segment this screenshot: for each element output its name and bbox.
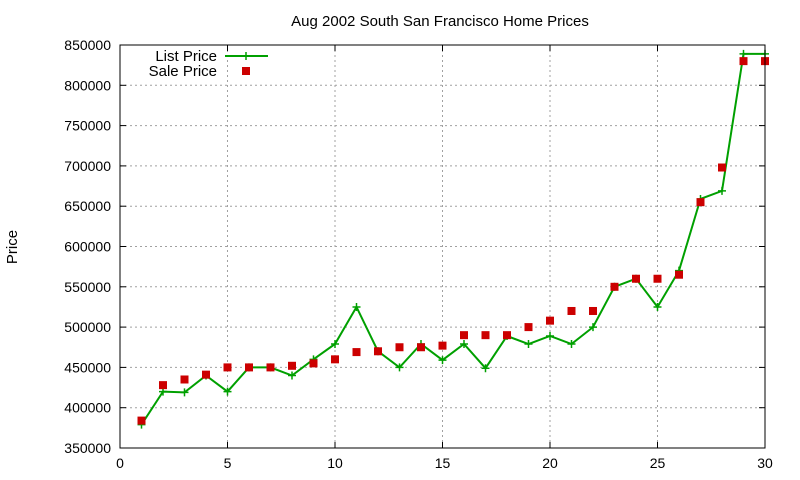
list-price-point [481,364,490,373]
x-tick-label: 25 [650,455,666,471]
y-tick-label: 800000 [64,77,111,93]
sale-price-point [245,363,253,372]
sale-price-point [352,348,361,357]
list-price-point [288,371,296,380]
x-tick-label: 20 [542,455,558,471]
sale-price-point [460,331,468,340]
list-price-point [352,302,361,311]
plot-frame [119,44,766,449]
list-price-point [546,331,554,340]
list-price-point [180,388,189,397]
sale-price-point [503,331,511,340]
list-price-point [567,340,576,349]
y-tick-label: 450000 [64,359,111,375]
sale-price-point [589,306,597,315]
list-price-point [739,49,748,58]
list-price-point [524,340,533,349]
list-price-point [718,186,726,195]
sale-price-point [137,416,146,425]
sale-price-point [610,282,619,291]
axis-ticks: 0 5 10 15 20 25 30 350000 400000 450000 500000 5500… [64,37,773,471]
y-tick-label: 750000 [64,118,111,134]
list-price-point [223,387,232,396]
y-axis-label: Price [4,230,21,264]
sale-price-point [202,370,210,379]
y-tick-label: 600000 [64,239,111,255]
sale-price-point [374,347,382,356]
y-tick-label: 650000 [64,198,111,214]
y-tick-label: 500000 [64,319,111,335]
sale-price-point [395,343,404,352]
list-price-point [653,302,662,311]
sale-price-point [331,355,339,364]
y-tick-label: 700000 [64,158,111,174]
sale-price-point [524,323,533,332]
y-tick-label: 350000 [64,440,111,456]
list-price-point [589,323,597,332]
sale-price-point [159,381,167,390]
sale-price-point [481,331,490,340]
sale-price-point [696,198,705,207]
sale-price-point [546,316,554,325]
legend-marker-list-price [242,52,250,60]
list-price-point [331,340,339,349]
sale-price-point [266,363,275,372]
list-price-point [438,356,447,365]
list-price-point [460,340,468,349]
sale-price-point [309,359,318,368]
grid-lines [120,45,765,448]
sale-price-point [180,375,189,384]
sale-price-point [653,274,662,283]
data-series [137,49,769,429]
sale-price-point [718,163,726,172]
legend: List Price Sale Price [149,48,268,80]
sale-price-point [417,343,425,352]
y-tick-label: 550000 [64,279,111,295]
sale-price-point [567,306,576,315]
sale-price-point [739,57,748,66]
sale-price-point [438,341,447,350]
y-tick-label: 850000 [64,37,111,53]
legend-label-sale-price: Sale Price [149,63,217,80]
y-tick-label: 400000 [64,400,111,416]
sale-price-point [675,270,683,279]
list-price-line [140,52,765,426]
sale-price-point [632,274,640,283]
sale-price-point [223,363,232,372]
legend-marker-sale-price [242,67,250,75]
legend-label-list-price: List Price [155,48,217,65]
x-tick-label: 5 [224,455,232,471]
sale-price-point [288,361,296,370]
x-tick-label: 0 [116,455,124,471]
x-tick-label: 10 [327,455,343,471]
list-price-point [395,363,404,372]
x-tick-label: 30 [757,455,773,471]
chart-title: Aug 2002 South San Francisco Home Prices [291,13,589,30]
x-tick-label: 15 [435,455,451,471]
